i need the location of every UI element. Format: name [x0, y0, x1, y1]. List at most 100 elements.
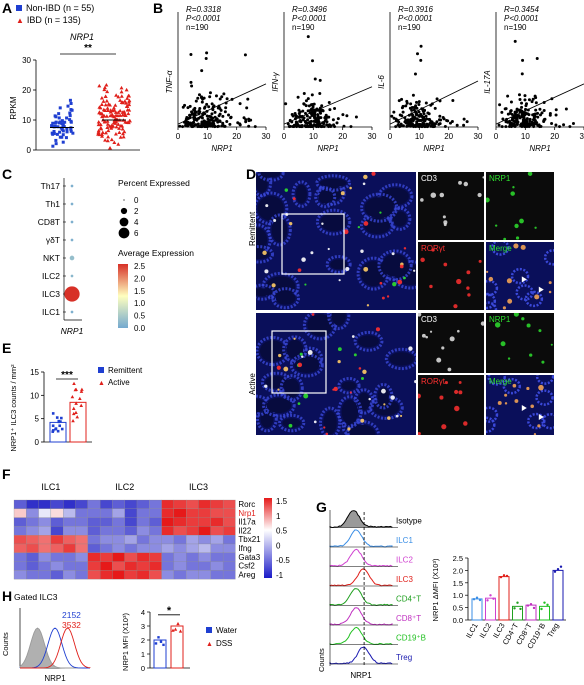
panel-b-point — [408, 120, 412, 124]
panel-a-point-ibd — [112, 140, 117, 145]
panel-b-point — [415, 117, 419, 121]
crypt-lumen — [364, 217, 390, 234]
cell-signal — [271, 283, 276, 288]
panel-a-point-ibd — [105, 89, 110, 94]
panel-f-cell — [173, 508, 187, 518]
panel-f-cell — [26, 561, 39, 571]
panel-a-point-nonibd — [60, 122, 64, 126]
crypt-lumen — [381, 253, 409, 277]
panel-g-histogram — [329, 646, 393, 665]
cell-signal — [343, 229, 349, 235]
panel-f-cell — [87, 535, 101, 545]
panel-f-cell — [210, 543, 224, 553]
crypt — [515, 284, 534, 301]
panel-b-point — [188, 123, 192, 127]
panel-g-row-label: ILC1 — [396, 536, 413, 545]
cell-signal — [529, 353, 533, 357]
label-merge-a: Merge — [489, 377, 512, 386]
cell-signal — [383, 403, 386, 406]
panel-a-point-ibd — [105, 108, 110, 112]
panel-c-color-tick: 2.0 — [134, 274, 146, 283]
panel-b-point — [542, 118, 546, 122]
panel-g-histogram-row: ILC3 — [329, 568, 413, 587]
panel-f-scale-tick: -0.5 — [276, 556, 290, 565]
panel-a-point-ibd — [108, 110, 113, 114]
panel-b-point — [392, 110, 396, 114]
cell-signal — [418, 393, 421, 399]
cell-signal — [512, 383, 517, 388]
panel-a-point-ibd — [124, 87, 129, 92]
panel-c-size-dot — [118, 227, 130, 239]
panel-f-cell — [13, 526, 27, 536]
panel-b-fit-line — [495, 83, 584, 125]
crypt — [487, 375, 506, 386]
panel-h-ytick-label: 2 — [141, 636, 145, 645]
cell-signal — [457, 329, 460, 333]
panel-b-point — [406, 118, 410, 122]
panel-b-point — [417, 102, 421, 106]
cell-signal — [264, 384, 268, 388]
panel-b-point — [404, 104, 408, 108]
legend-active: ▲ Active — [98, 378, 130, 387]
cell-signal — [399, 414, 403, 418]
panel-a-point-nonibd — [51, 144, 55, 148]
cell-signal — [340, 191, 345, 196]
panel-b-point — [433, 106, 437, 110]
panel-f-cell — [198, 517, 211, 527]
cell-signal — [500, 341, 506, 347]
cell-signal — [502, 306, 506, 310]
panel-b-point — [238, 102, 242, 106]
cell-signal — [392, 282, 397, 287]
panel-a-point-nonibd — [52, 129, 56, 133]
crypt-lumen — [282, 418, 301, 428]
crypt — [491, 242, 510, 256]
panel-b-point — [397, 99, 401, 103]
panel-f-cell — [186, 561, 199, 571]
panel-f-group-label: ILC1 — [41, 482, 60, 492]
cell-signal — [379, 281, 383, 285]
panel-b-point — [197, 93, 201, 97]
panel-c-size-dot — [119, 217, 129, 227]
panel-g-point — [475, 596, 479, 599]
cell-signal — [504, 402, 508, 405]
crypt — [543, 249, 554, 266]
panel-f-cell — [26, 535, 39, 545]
panel-b-point — [345, 114, 349, 118]
panel-f-cell — [112, 508, 125, 518]
cell-signal — [466, 286, 470, 290]
panel-f-cell — [75, 508, 88, 518]
cell-signal — [358, 367, 362, 370]
panel-a-point-nonibd — [60, 135, 64, 139]
panel-b-point — [428, 121, 432, 125]
panel-b-point — [527, 113, 531, 117]
panel-a-point-ibd — [103, 102, 108, 107]
cell-signal — [512, 186, 515, 189]
panel-b-point — [301, 118, 305, 122]
panel-b-point — [415, 120, 419, 124]
panel-a-point-ibd — [122, 112, 127, 116]
cell-signal — [299, 352, 303, 356]
panel-b-point — [329, 125, 333, 129]
panel-e-point — [80, 387, 84, 391]
cell-signal — [362, 369, 367, 374]
panel-f-cell — [13, 535, 27, 545]
crypt-lumen — [294, 357, 320, 373]
panel-f-cell — [149, 526, 162, 536]
panel-b-point — [208, 95, 212, 99]
panel-f-cell — [198, 561, 211, 571]
panel-b-point — [318, 78, 322, 82]
panel-c-size-label: 4 — [134, 218, 139, 227]
panel-a-point-ibd — [113, 132, 118, 136]
panel-b-point — [517, 114, 521, 118]
panel-b-point — [390, 114, 394, 118]
crypt-lumen — [296, 184, 307, 204]
panel-f-gene-label: Gata3 — [238, 553, 260, 562]
panel-g-bar — [471, 598, 483, 621]
cell-signal — [390, 395, 395, 400]
panel-f-cell — [186, 570, 199, 580]
panel-b-fit-line — [283, 86, 373, 125]
cell-signal — [278, 353, 282, 358]
cell-signal — [301, 257, 306, 262]
zoom-active-nrp1 — [486, 313, 554, 373]
